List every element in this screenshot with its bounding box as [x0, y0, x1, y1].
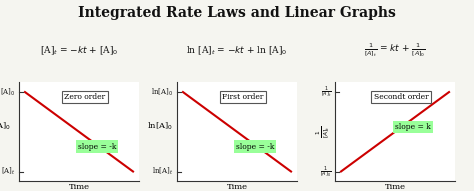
Text: slope = -k: slope = -k — [78, 143, 116, 151]
Text: [A]$_0$: [A]$_0$ — [0, 87, 15, 98]
Y-axis label: $\frac{1}{[A]_t}$: $\frac{1}{[A]_t}$ — [315, 125, 332, 138]
X-axis label: Time: Time — [227, 183, 247, 191]
Text: ln[A]$_t$: ln[A]$_t$ — [152, 166, 173, 177]
X-axis label: Time: Time — [69, 183, 90, 191]
Text: slope = k: slope = k — [395, 123, 431, 131]
Text: Secondt order: Secondt order — [374, 93, 428, 101]
Y-axis label: ln[A]$_0$: ln[A]$_0$ — [147, 120, 173, 132]
Text: slope = -k: slope = -k — [236, 143, 274, 151]
Text: ln [A]$_t$ = $-kt$ + ln [A]$_0$: ln [A]$_t$ = $-kt$ + ln [A]$_0$ — [186, 44, 288, 57]
Text: ln[A]$_0$: ln[A]$_0$ — [151, 87, 173, 98]
Text: $\frac{1}{[A]_t}$: $\frac{1}{[A]_t}$ — [320, 85, 331, 99]
Text: First order: First order — [222, 93, 264, 101]
Text: $\frac{1}{[A]_0}$: $\frac{1}{[A]_0}$ — [320, 164, 331, 179]
Text: [A]$_t$ = $-kt$ + [A]$_0$: [A]$_t$ = $-kt$ + [A]$_0$ — [40, 44, 118, 57]
Text: [A]$_t$: [A]$_t$ — [0, 166, 15, 177]
Y-axis label: [A]$_0$: [A]$_0$ — [0, 120, 11, 132]
Text: Zero order: Zero order — [64, 93, 106, 101]
Text: Integrated Rate Laws and Linear Graphs: Integrated Rate Laws and Linear Graphs — [78, 6, 396, 20]
X-axis label: Time: Time — [384, 183, 405, 191]
Text: $\frac{1}{[A]_t}$ = $kt$ + $\frac{1}{[A]_0}$: $\frac{1}{[A]_t}$ = $kt$ + $\frac{1}{[A]… — [364, 42, 426, 59]
